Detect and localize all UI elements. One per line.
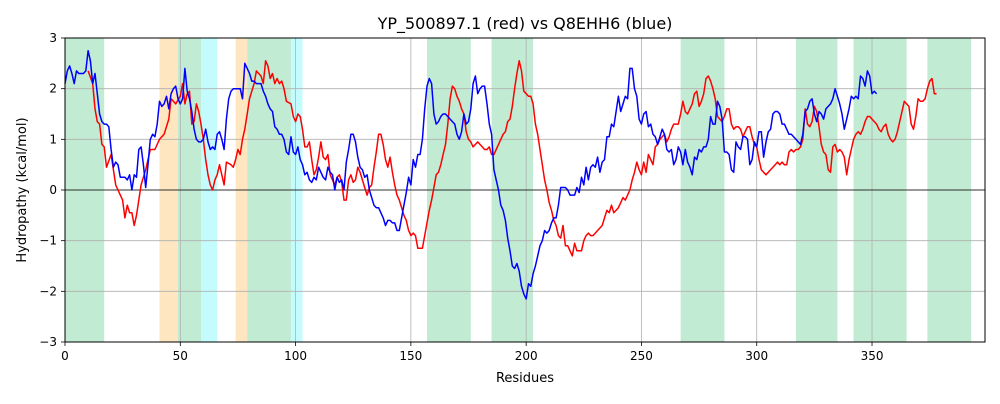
y-axis-label: Hydropathy (kcal/mol) <box>15 117 30 262</box>
y-tick-label: 0 <box>49 183 57 197</box>
x-tick-label: 0 <box>61 349 69 363</box>
x-tick-label: 150 <box>399 349 422 363</box>
x-tick-label: 200 <box>515 349 538 363</box>
chart-title: YP_500897.1 (red) vs Q8EHH6 (blue) <box>377 14 673 34</box>
x-tick-label: 250 <box>630 349 653 363</box>
x-axis-label: Residues <box>496 371 554 386</box>
series-lines <box>64 49 937 300</box>
y-tick-label: 2 <box>49 82 57 96</box>
x-tick-label: 300 <box>745 349 768 363</box>
y-tick-label: 1 <box>49 132 57 146</box>
y-tick-label: −3 <box>39 335 57 349</box>
x-tick-label: 350 <box>861 349 884 363</box>
y-tick-label: −1 <box>39 234 57 248</box>
series-line-red <box>87 60 937 257</box>
y-tick-label: 3 <box>49 31 57 45</box>
x-tick-label: 100 <box>284 349 307 363</box>
x-axis-ticks: 0 50 100 150 200 250 300 350 <box>61 342 883 363</box>
x-tick-label: 50 <box>173 349 188 363</box>
y-axis-ticks: −3 −2 −1 0 1 2 3 <box>39 31 65 349</box>
series-line-blue <box>64 49 878 300</box>
y-tick-label: −2 <box>39 284 57 298</box>
